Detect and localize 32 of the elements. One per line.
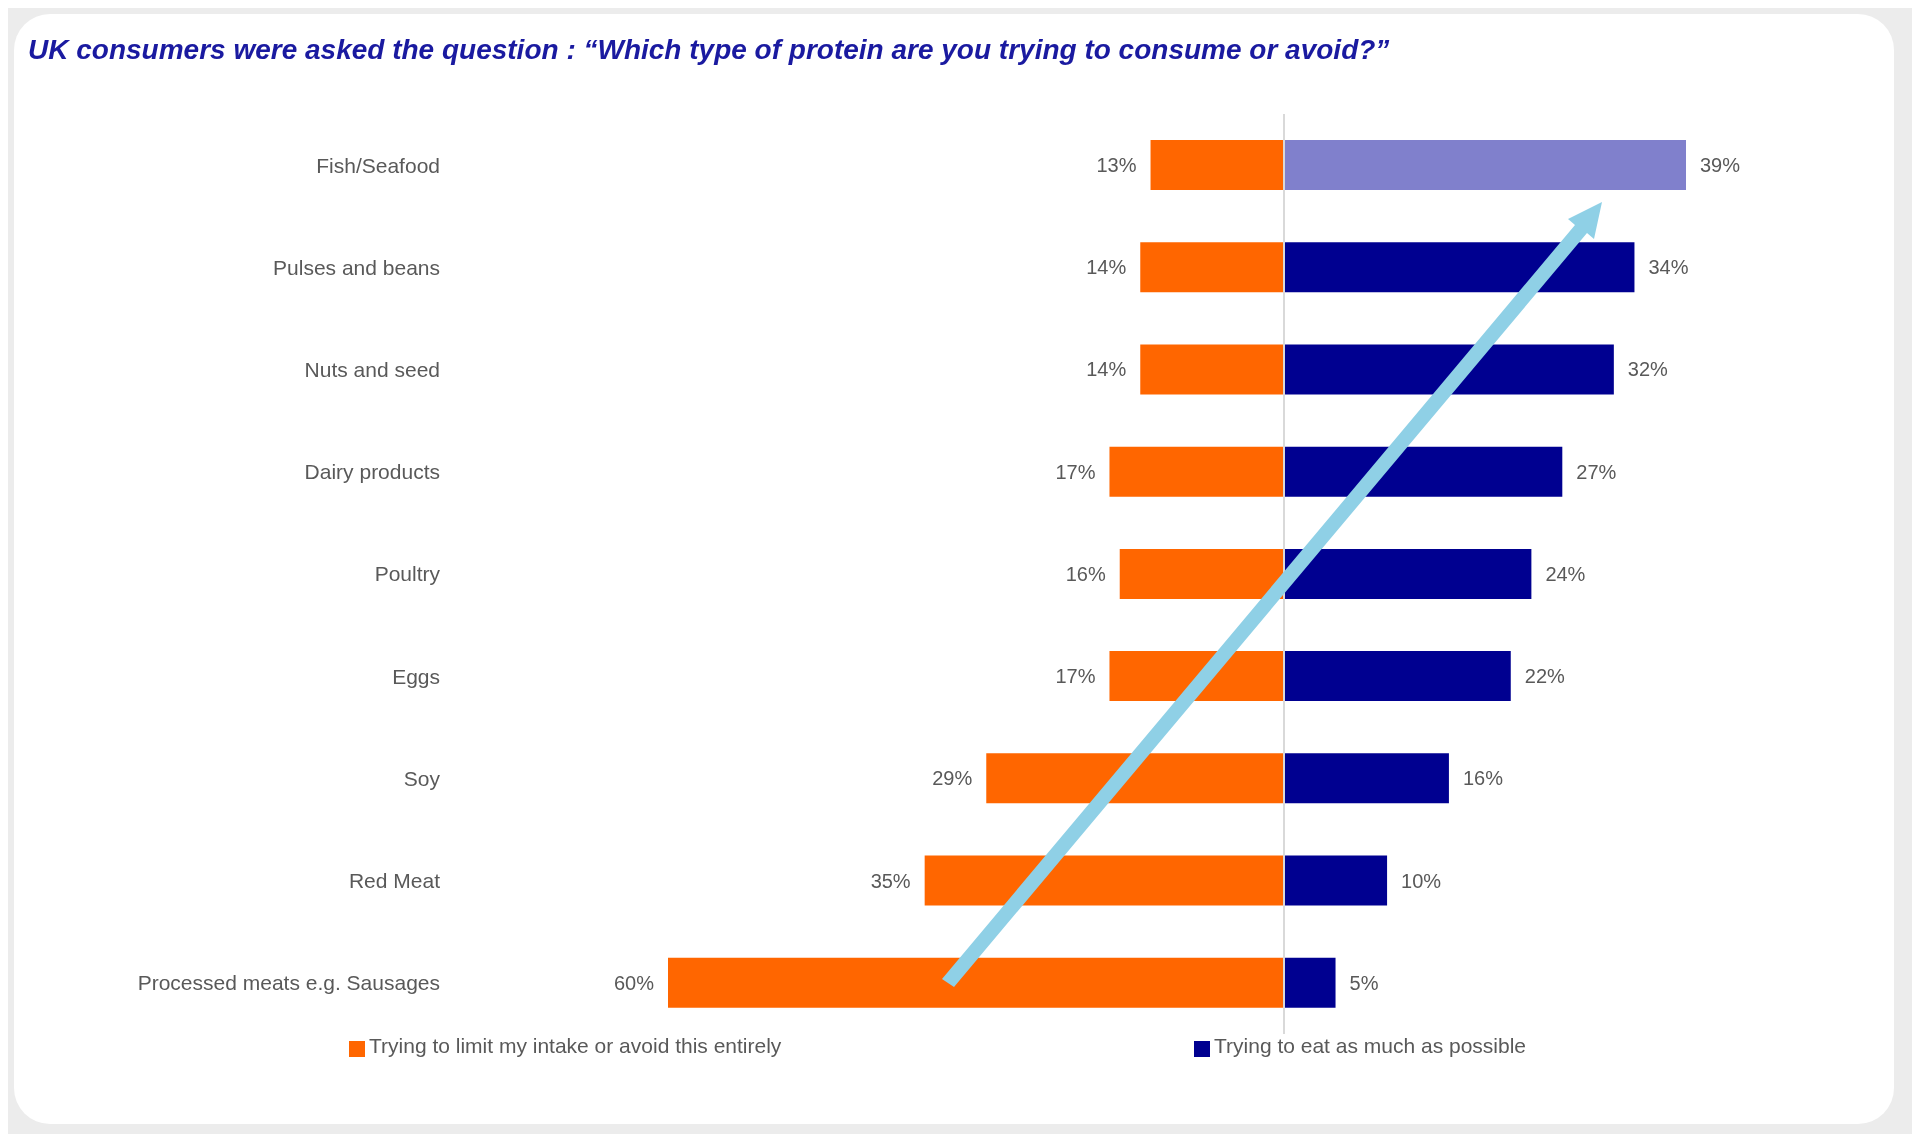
data-label: 39% [1700, 154, 1741, 176]
data-label: 10% [1401, 869, 1442, 892]
data-label: 27% [1576, 460, 1617, 483]
y-tick-label: Poultry [374, 562, 441, 586]
legend-label: Trying to limit my intake or avoid this entirely [369, 1034, 782, 1057]
y-tick-label: Fish/Seafood [316, 153, 440, 177]
data-label: 14% [1086, 256, 1127, 279]
data-label: 5% [1349, 971, 1379, 994]
y-tick-label: Eggs [392, 664, 440, 688]
bar [1284, 957, 1336, 1008]
chart-title: UK consumers were asked the question : “Which type of protein are you trying to consume or avoid?” [28, 34, 1390, 66]
data-label: 14% [1086, 358, 1127, 381]
data-label: 13% [1096, 154, 1137, 176]
data-label: 17% [1055, 460, 1096, 483]
data-label: 60% [613, 971, 655, 994]
legend-label: Trying to eat as much as possible [1214, 1034, 1527, 1057]
y-tick-label: Dairy products [304, 460, 440, 484]
y-tick-label: Soy [403, 766, 441, 790]
data-label: 24% [1545, 562, 1586, 585]
data-label: 32% [1627, 358, 1669, 381]
data-label: 16% [1065, 562, 1106, 585]
data-label: 29% [932, 767, 973, 790]
bar [1284, 855, 1388, 906]
y-tick-label: Processed meats e.g. Sausages [137, 971, 440, 995]
data-label: 34% [1648, 256, 1689, 279]
y-tick-label: Nuts and seed [304, 358, 440, 382]
data-label: 35% [870, 869, 911, 892]
y-tick-label: Pulses and beans [273, 255, 440, 279]
data-label: 17% [1055, 665, 1096, 688]
y-tick-label: Red Meat [348, 869, 441, 893]
data-label: 22% [1524, 665, 1566, 688]
data-label: 16% [1462, 767, 1504, 790]
